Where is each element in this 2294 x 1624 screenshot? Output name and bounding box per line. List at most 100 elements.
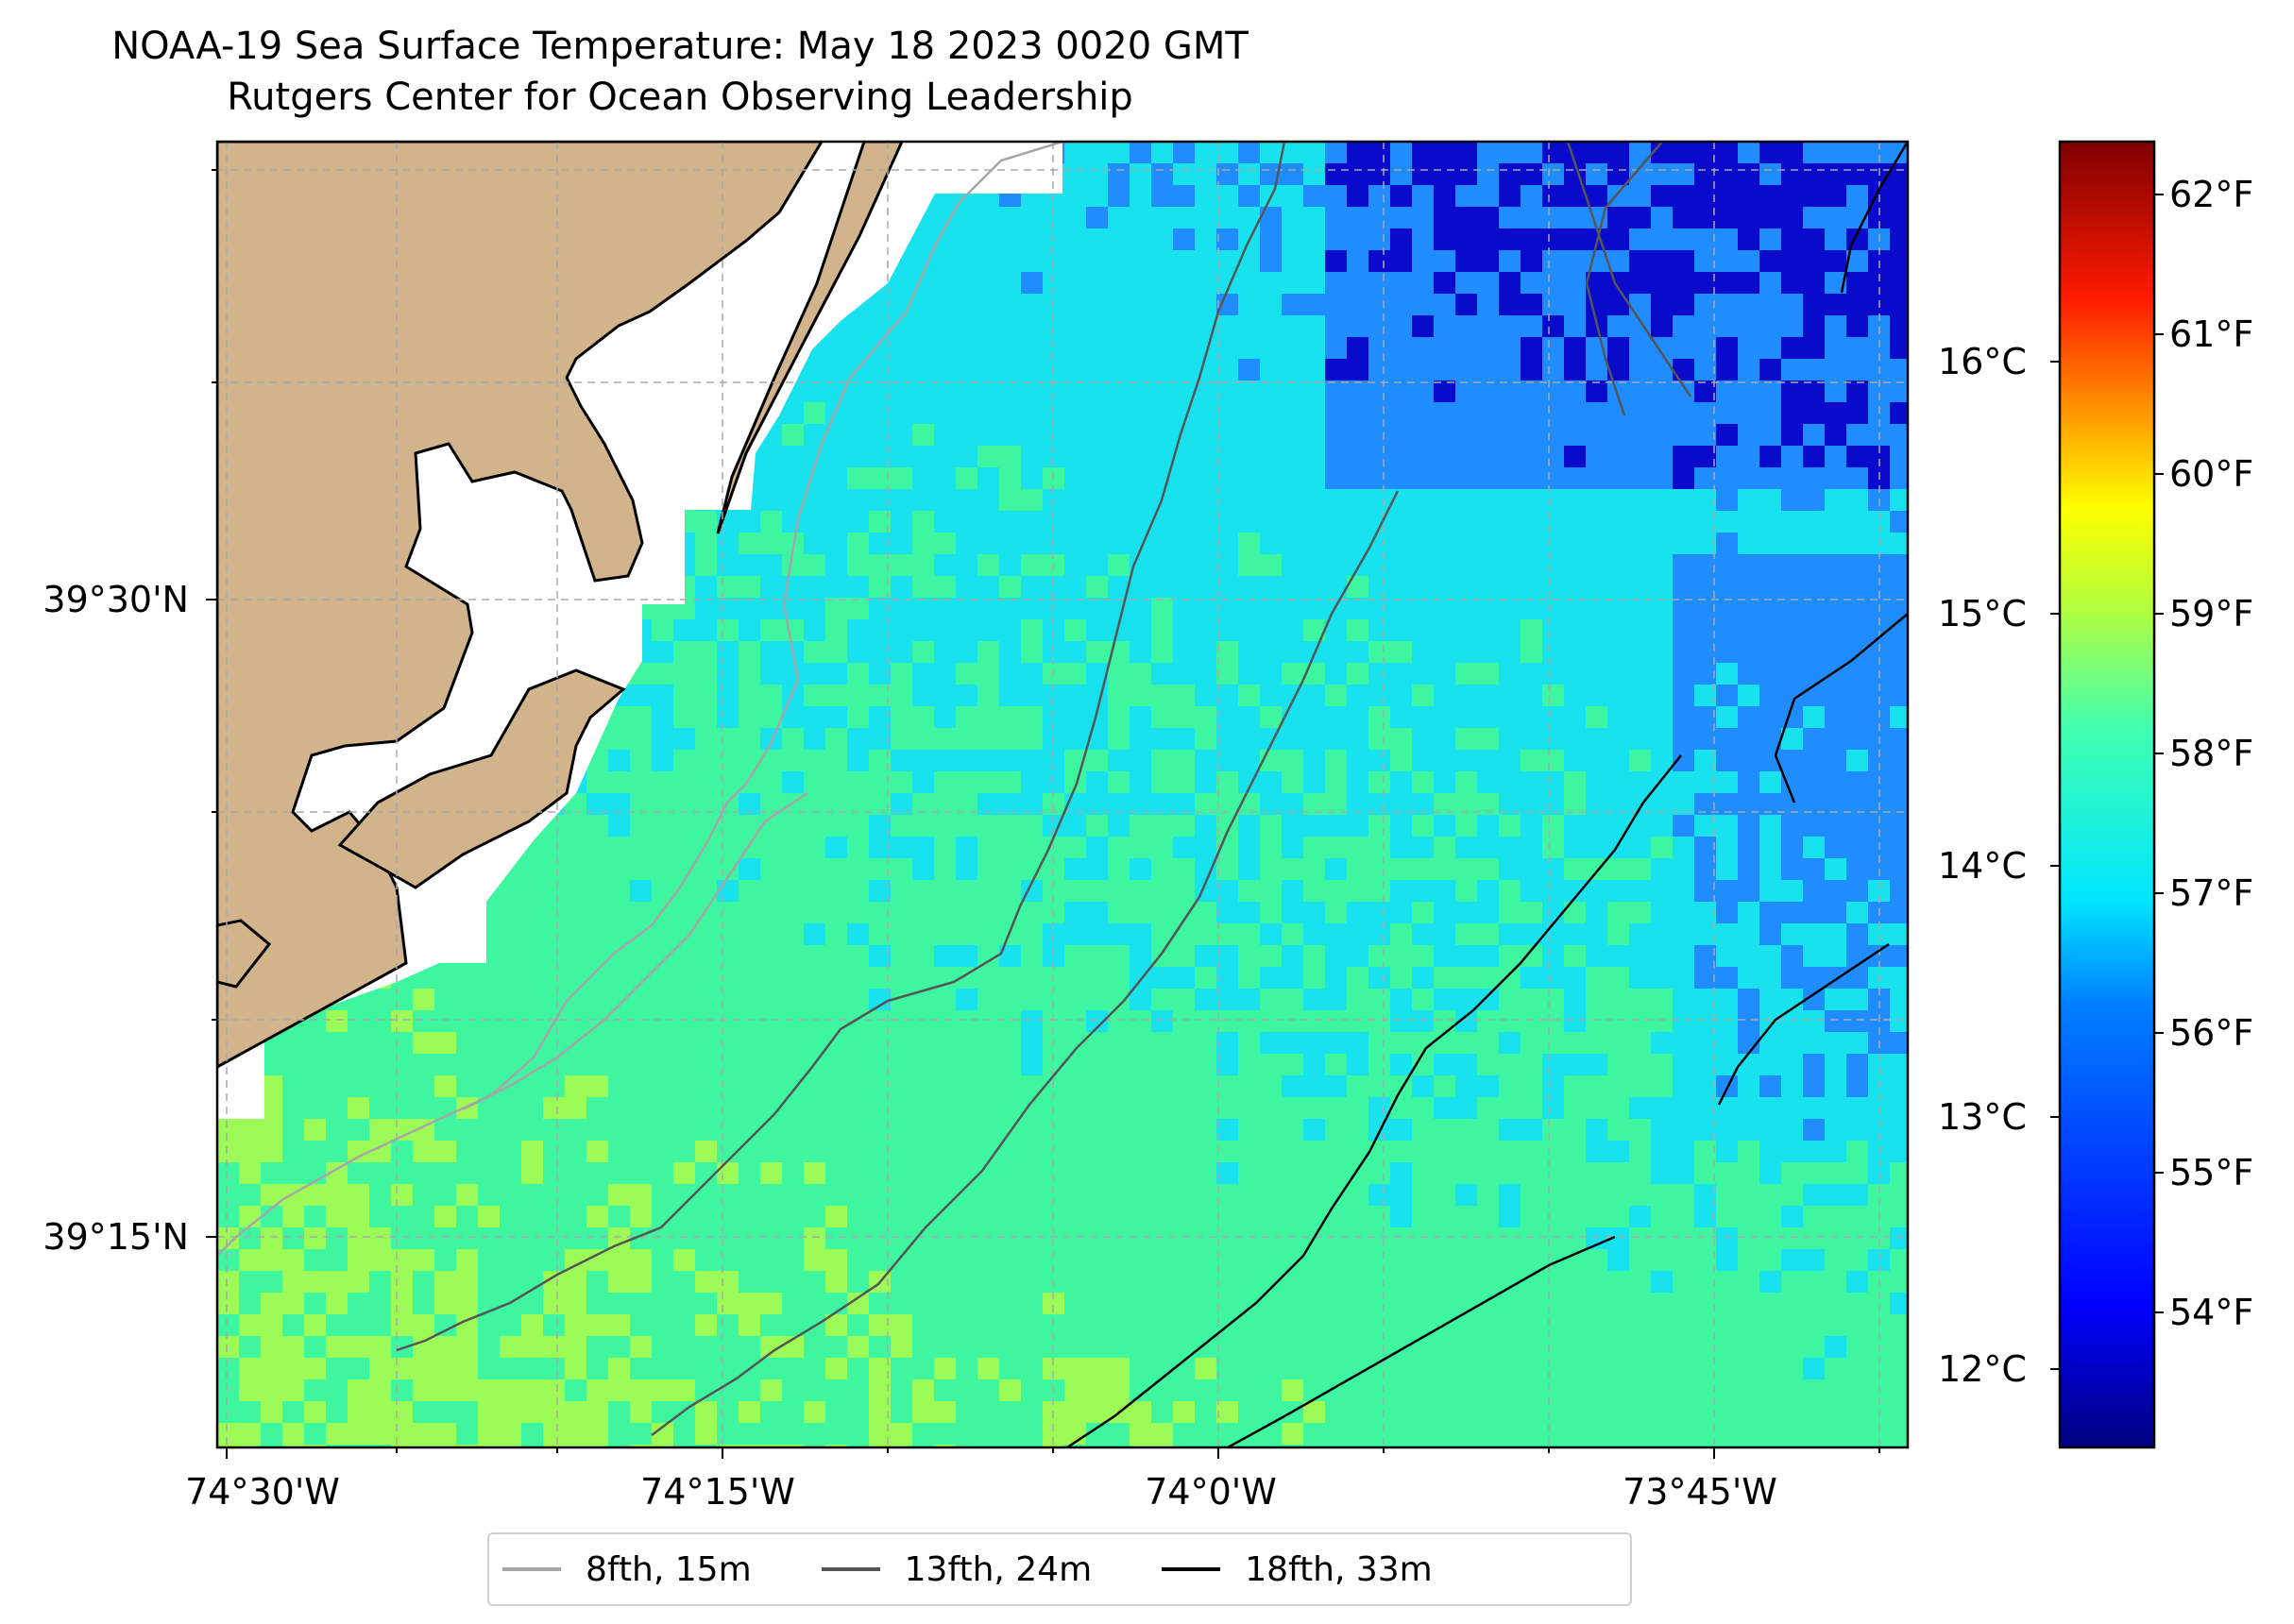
sst-pixel	[543, 1227, 566, 1250]
sst-pixel	[717, 1075, 739, 1098]
sst-pixel	[1086, 511, 1109, 533]
sst-pixel	[543, 1141, 566, 1163]
sst-pixel	[1542, 598, 1565, 620]
sst-pixel	[608, 1162, 631, 1185]
sst-pixel	[1390, 1423, 1413, 1446]
sst-pixel	[1130, 728, 1152, 751]
sst-pixel	[369, 1445, 392, 1447]
sst-pixel	[1238, 576, 1261, 599]
sst-pixel	[1151, 902, 1174, 924]
sst-pixel	[1130, 945, 1152, 968]
sst-pixel	[1260, 381, 1283, 403]
sst-pixel	[1108, 598, 1130, 620]
sst-pixel	[1803, 163, 1826, 186]
sst-pixel	[1195, 923, 1217, 946]
sst-pixel	[1390, 1162, 1413, 1185]
sst-pixel	[1151, 1119, 1174, 1142]
sst-pixel	[977, 641, 1000, 664]
sst-pixel	[912, 771, 935, 794]
sst-pixel	[1303, 1423, 1326, 1446]
sst-pixel	[282, 1293, 305, 1315]
sst-pixel	[912, 294, 935, 316]
sst-pixel	[977, 1293, 1000, 1315]
sst-pixel	[1064, 1249, 1087, 1272]
sst-pixel	[652, 1054, 674, 1076]
sst-pixel	[348, 1401, 370, 1424]
sst-pixel	[1434, 359, 1456, 381]
sst-pixel	[608, 967, 631, 990]
sst-pixel	[543, 1314, 566, 1337]
sst-pixel	[1846, 750, 1869, 772]
sst-pixel	[1173, 1054, 1196, 1076]
sst-pixel	[1043, 1162, 1065, 1185]
sst-pixel	[847, 1336, 870, 1359]
sst-pixel	[977, 1119, 1000, 1142]
sst-pixel	[1629, 1184, 1652, 1207]
sst-pixel	[1216, 294, 1239, 316]
sst-pixel	[1521, 902, 1543, 924]
sst-pixel	[717, 685, 739, 707]
sst-pixel	[1738, 294, 1760, 316]
sst-pixel	[413, 1271, 435, 1294]
sst-pixel	[413, 1141, 435, 1163]
sst-pixel	[1325, 1119, 1348, 1142]
sst-pixel	[391, 1227, 414, 1250]
sst-pixel	[1064, 663, 1087, 685]
sst-pixel	[1325, 1010, 1348, 1033]
sst-pixel	[1303, 1075, 1326, 1098]
sst-pixel	[1260, 771, 1283, 794]
sst-pixel	[825, 1249, 848, 1272]
sst-pixel	[1173, 1119, 1196, 1142]
sst-pixel	[1890, 554, 1908, 577]
sst-pixel	[1564, 1227, 1587, 1250]
sst-pixel	[1803, 272, 1826, 295]
sst-pixel	[1238, 1271, 1261, 1294]
sst-pixel	[1694, 359, 1717, 381]
sst-pixel	[326, 1358, 348, 1380]
sst-pixel	[1434, 1206, 1456, 1228]
sst-pixel	[1434, 1336, 1456, 1359]
sst-pixel	[1086, 837, 1109, 859]
sst-pixel	[739, 1271, 761, 1294]
sst-pixel	[695, 1010, 718, 1033]
sst-pixel	[1455, 967, 1478, 990]
sst-pixel	[1325, 381, 1348, 403]
sst-pixel	[1260, 272, 1283, 295]
sst-pixel	[1043, 228, 1065, 251]
sst-pixel	[369, 1184, 392, 1207]
sst-pixel	[1151, 446, 1174, 468]
sst-pixel	[1325, 1097, 1348, 1120]
sst-pixel	[804, 858, 826, 881]
sst-pixel	[891, 1032, 913, 1055]
sst-pixel	[956, 1054, 978, 1076]
sst-pixel	[630, 1032, 653, 1055]
sst-pixel	[1694, 489, 1717, 512]
sst-pixel	[1455, 858, 1478, 881]
sst-pixel	[1673, 554, 1695, 577]
sst-pixel	[1694, 1097, 1717, 1120]
sst-pixel	[1890, 1401, 1908, 1424]
sst-pixel	[1347, 511, 1369, 533]
sst-pixel	[912, 641, 935, 664]
sst-pixel	[1238, 880, 1261, 903]
sst-pixel	[478, 1206, 501, 1228]
sst-pixel	[1282, 1445, 1304, 1447]
sst-pixel	[1846, 685, 1869, 707]
sst-pixel	[1347, 619, 1369, 642]
sst-pixel	[1586, 1054, 1608, 1076]
sst-pixel	[739, 1401, 761, 1424]
sst-pixel	[934, 1423, 957, 1446]
sst-pixel	[1173, 1206, 1196, 1228]
sst-pixel	[1368, 163, 1391, 186]
sst-pixel	[912, 1097, 935, 1120]
sst-pixel	[1390, 1336, 1413, 1359]
sst-pixel	[1759, 1184, 1782, 1207]
sst-pixel	[1759, 337, 1782, 360]
sst-pixel	[1738, 945, 1760, 968]
sst-pixel	[1846, 446, 1869, 468]
sst-pixel	[1499, 294, 1521, 316]
sst-pixel	[1282, 554, 1304, 577]
sst-pixel	[1716, 1227, 1739, 1250]
sst-pixel	[804, 1227, 826, 1250]
sst-pixel	[739, 967, 761, 990]
